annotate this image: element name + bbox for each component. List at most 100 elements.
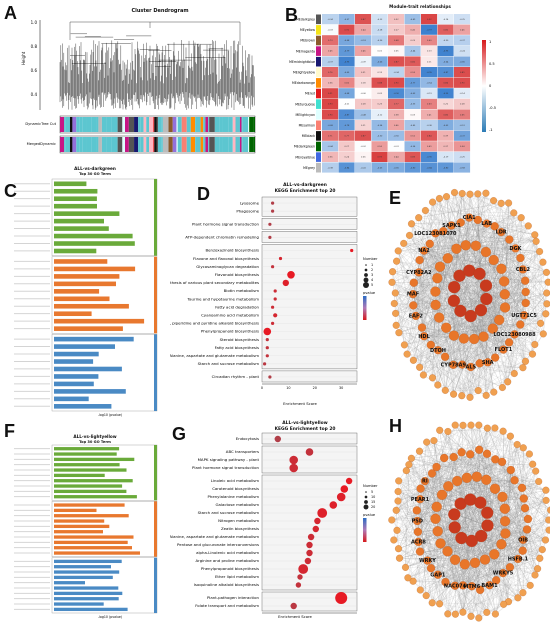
network-node-label: MTM6 (463, 584, 480, 590)
network-node (531, 231, 539, 239)
network-node (392, 506, 400, 514)
network-node (510, 370, 518, 378)
heatmap-cell (437, 98, 454, 109)
heatmap-cell (454, 109, 471, 120)
heatmap-cell (338, 56, 355, 67)
go-bar (54, 503, 125, 507)
kegg-dot-plot: Endocytosis ABC transporters MAPK signalin… (170, 432, 378, 619)
go-bar (54, 468, 127, 472)
heatmap-cell (322, 141, 339, 152)
enrichment-dot (298, 564, 309, 574)
network-node (448, 508, 461, 521)
go-bar (54, 226, 109, 231)
network-node (542, 486, 550, 494)
network-node (447, 294, 461, 307)
network-node-label: WRKY5 (493, 571, 514, 577)
module-color-swatch (316, 109, 321, 120)
svg-text:0.46: 0.46 (361, 51, 366, 53)
network-node (538, 546, 546, 554)
svg-text:-0.65: -0.65 (344, 72, 350, 74)
pathway-label: Galactose metabolism (216, 502, 260, 507)
panel-a: A Cluster Dendrogram Height 1.0 0.8 0.6 … (0, 0, 275, 160)
pathway-label: Isoquinoline alkaloid biosynthesis (194, 582, 259, 587)
go-bar (54, 463, 120, 467)
y-ticks: 1.0 0.8 0.6 0.4 (31, 20, 38, 97)
heatmap-cell (388, 162, 405, 173)
network-node (458, 333, 470, 344)
network-node (417, 323, 427, 332)
heatmap-cell (355, 120, 372, 131)
network-node-label: CYP78A9 (441, 362, 467, 368)
svg-text:0: 0 (489, 84, 492, 88)
network-node (498, 384, 506, 392)
network-node (427, 469, 437, 478)
svg-text:-0.36: -0.36 (427, 125, 433, 127)
heatmap-cell (404, 151, 421, 162)
network-node (481, 519, 494, 532)
network-node (489, 483, 501, 494)
network-node (414, 268, 423, 277)
x-axis-label: -log10 (pvalue) (98, 413, 122, 417)
network-node (529, 350, 537, 358)
pathway-label: Fatty acid degradation (215, 304, 259, 309)
network-node (516, 320, 525, 329)
svg-text:-0.68: -0.68 (344, 40, 350, 42)
network-node (435, 538, 446, 549)
network-node (448, 330, 460, 341)
network-node (458, 190, 466, 198)
network-node (500, 528, 511, 539)
heatmap-cell (322, 24, 339, 35)
svg-text:-0.25: -0.25 (460, 157, 466, 159)
pathway-label: Flavonoid biosynthesis (215, 272, 259, 277)
go-bar (54, 524, 110, 529)
network-node (419, 332, 429, 341)
pathway-label: Circadian rhythm - plant (212, 374, 260, 379)
heatmap-cell (388, 24, 405, 35)
network-node (415, 495, 425, 504)
network-node (415, 255, 424, 265)
network-node (474, 190, 482, 198)
heatmap-cell (388, 130, 405, 141)
go-bar (54, 519, 105, 523)
network-node (430, 437, 438, 445)
network-node (416, 484, 425, 493)
network-node-label: MAF (407, 292, 419, 298)
network-node (499, 289, 510, 300)
pathway-label: Flavone and flavonol biosynthesis (193, 256, 259, 261)
network-node (478, 331, 489, 342)
go-bar (54, 514, 129, 518)
network-node (513, 554, 522, 563)
network-node (519, 494, 528, 503)
heatmap-cell (388, 141, 405, 152)
network-node (536, 554, 544, 562)
enrichment-dot (295, 582, 302, 588)
svg-text:-0.50: -0.50 (377, 136, 383, 138)
x-axis-label: Enrichment Score (283, 401, 317, 406)
svg-text:0.27: 0.27 (394, 30, 399, 32)
go-bar (54, 508, 97, 513)
heatmap-cell (388, 14, 405, 25)
pathway-label: Phagosome (236, 208, 259, 213)
svg-text:-0.49: -0.49 (410, 19, 416, 21)
network-node (448, 521, 461, 534)
svg-text:-0.19: -0.19 (443, 157, 449, 159)
network-node (479, 279, 493, 292)
network-node (441, 386, 449, 394)
svg-text:0.89: 0.89 (460, 72, 465, 74)
heatmap-cell (437, 162, 454, 173)
network-node (404, 574, 412, 582)
svg-text:-0.53: -0.53 (361, 40, 367, 42)
heatmap-cell (355, 98, 372, 109)
panel-title: ALL-vs-lightyellow (73, 434, 117, 439)
enrichment-dot (271, 321, 275, 325)
network-node (409, 278, 418, 287)
module-color-swatch (316, 152, 321, 162)
svg-text:0.24: 0.24 (345, 157, 350, 159)
network-node (499, 345, 508, 354)
network-node (400, 239, 408, 247)
network-node (408, 220, 416, 228)
network-node (466, 450, 475, 459)
network-node (543, 268, 550, 276)
heatmap-cell (371, 130, 388, 141)
